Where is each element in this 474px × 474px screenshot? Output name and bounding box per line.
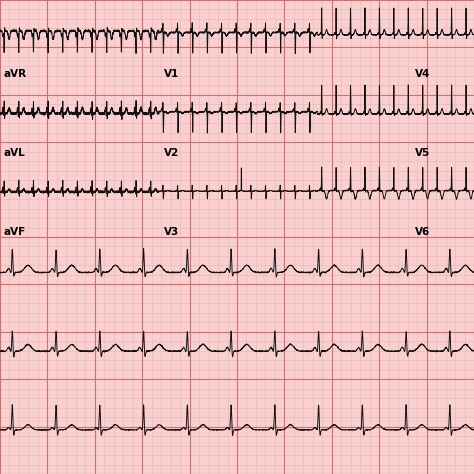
Text: aVF: aVF (4, 227, 26, 237)
Text: aVR: aVR (4, 69, 27, 79)
Text: V4: V4 (415, 69, 430, 79)
Text: V6: V6 (415, 227, 430, 237)
Text: V2: V2 (164, 147, 179, 158)
Text: V1: V1 (164, 69, 179, 79)
Text: aVL: aVL (4, 147, 26, 158)
Text: V5: V5 (415, 147, 430, 158)
Text: V3: V3 (164, 227, 179, 237)
